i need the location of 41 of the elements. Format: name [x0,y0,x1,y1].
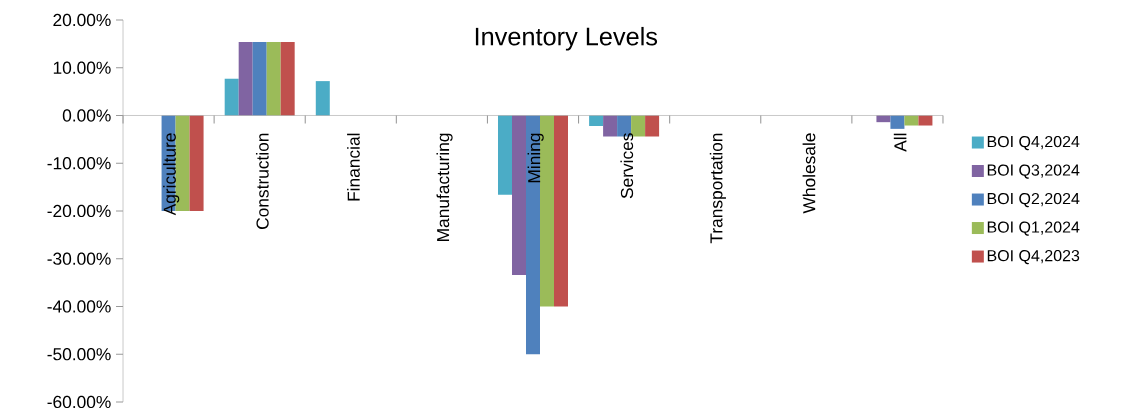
x-tick-label: Transportation [709,133,726,244]
bar [904,115,919,126]
x-tick-label: Construction [255,133,269,229]
bar [918,115,933,126]
y-tick-label: -40.00% [47,300,111,313]
bar [266,41,281,116]
x-tick-label: Manufacturing [436,133,453,241]
bar [252,41,267,116]
bar [631,115,646,137]
x-tick-label: Financial [347,133,360,201]
x-tick-label: Wholesale [802,133,816,214]
x-tick-label: Mining [527,133,544,183]
bar [498,115,512,195]
bar [890,115,905,129]
bar [554,115,568,307]
bar [224,78,239,116]
chart-title: Inventory Levels [475,26,658,51]
bar [589,115,604,126]
x-tick-label: Services [620,133,634,199]
bar [189,115,204,211]
y-tick-label: -10.00% [47,157,111,170]
y-tick-label: 10.00% [53,61,111,74]
bar [603,115,618,137]
y-tick-label: 0.00% [62,109,111,122]
legend-label: BOI Q2,2024 [987,192,1080,208]
x-tick-label: All [893,133,907,152]
x-tick-label: Agriculture [163,133,180,216]
bar [315,81,330,116]
legend-label: BOI Q4,2024 [987,135,1080,151]
bar [280,41,295,116]
bar [645,115,660,137]
y-tick-label: -60.00% [47,395,111,409]
legend-label: BOI Q3,2024 [987,164,1080,179]
legend-label: BOI Q4,2023 [987,249,1080,265]
y-tick-label: -30.00% [47,252,111,265]
y-tick-label: -20.00% [47,204,111,218]
bar [238,41,253,116]
y-tick-label: 20.00% [53,13,111,27]
legend-label: BOI Q1,2024 [987,221,1080,236]
bar [512,115,526,275]
y-tick-label: -50.00% [47,348,111,361]
